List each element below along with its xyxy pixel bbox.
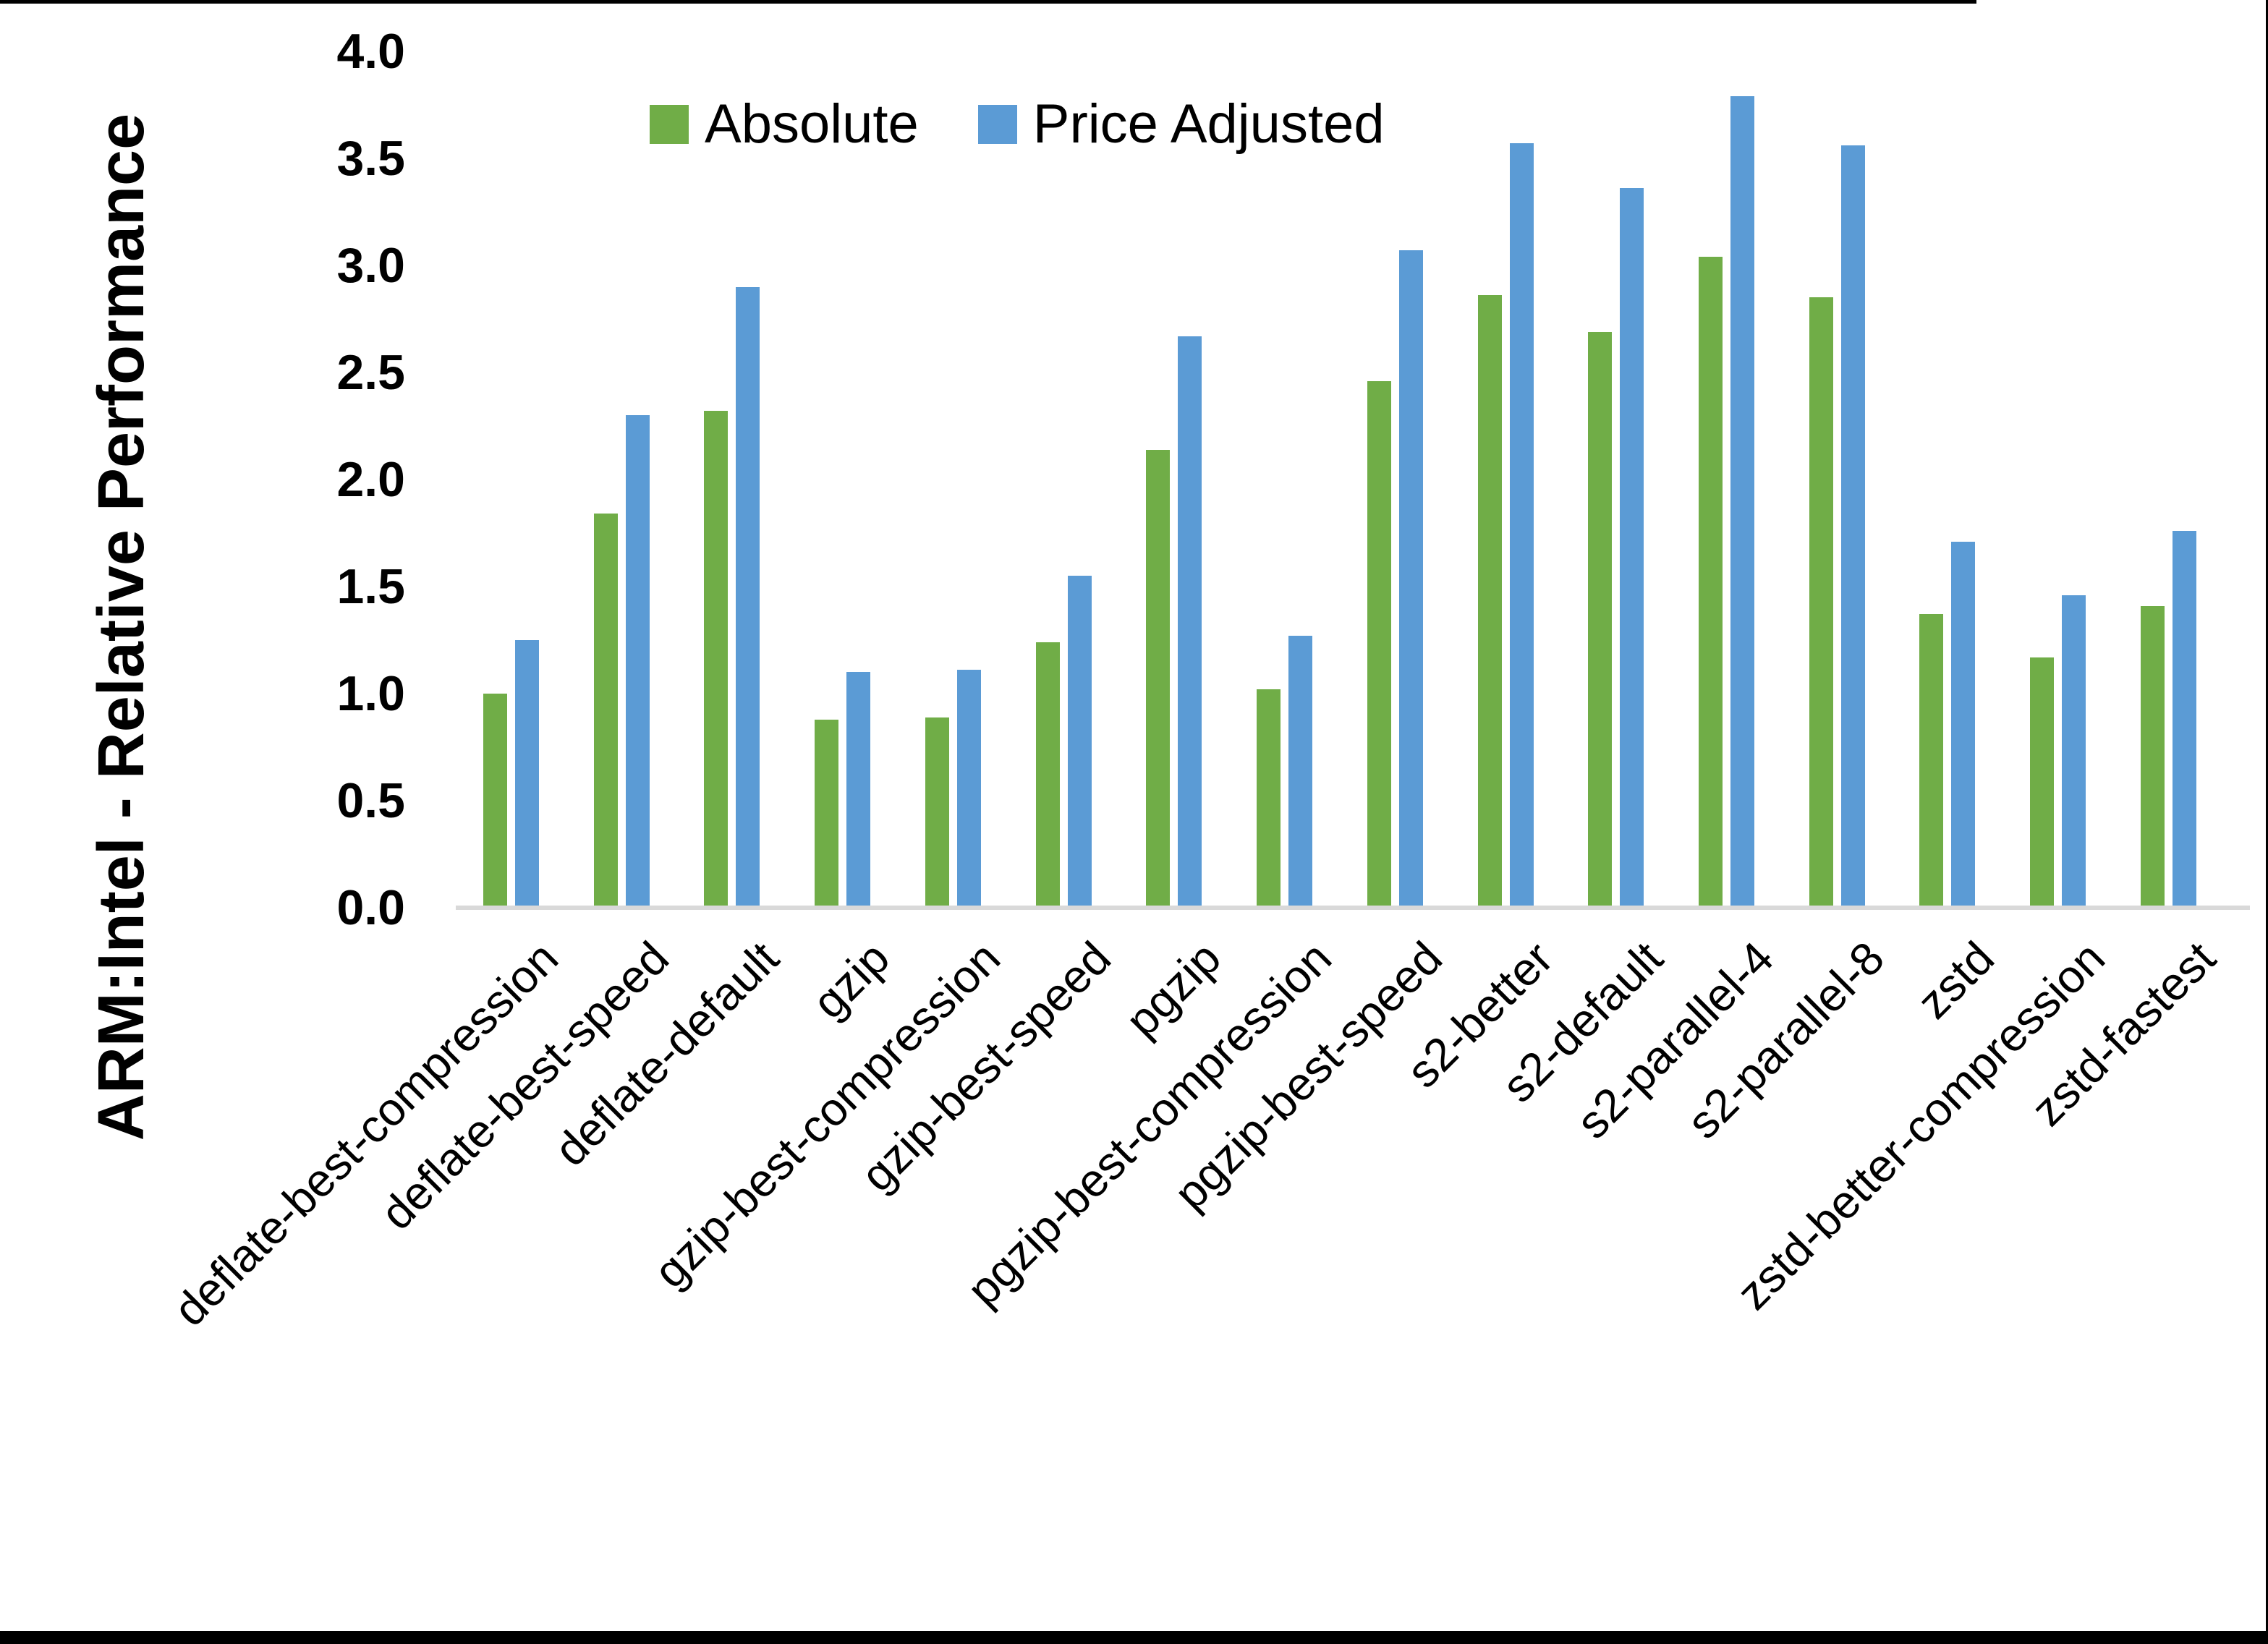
legend-swatch-absolute — [650, 104, 689, 144]
y-axis-title: ARM:Intel - Relative Performance — [85, 113, 158, 1141]
bar-absolute — [1036, 642, 1060, 908]
y-tick-label: 3.5 — [336, 131, 405, 186]
bar-price-adjusted — [1399, 250, 1423, 908]
bar-price-adjusted — [1288, 636, 1312, 908]
bar-absolute — [1367, 381, 1391, 908]
bar-price-adjusted — [1620, 188, 1644, 908]
bar-price-adjusted — [2062, 595, 2086, 908]
bar-absolute — [704, 411, 728, 908]
legend-label-absolute: Absolute — [705, 93, 919, 155]
bar-price-adjusted — [2173, 531, 2196, 908]
legend: Absolute Price Adjusted — [650, 93, 1385, 156]
bar-absolute — [483, 694, 507, 908]
bar-absolute — [1919, 614, 1943, 908]
x-axis-baseline — [456, 906, 2250, 910]
legend-item-price-adjusted: Price Adjusted — [977, 93, 1385, 156]
bar-price-adjusted — [957, 670, 981, 908]
legend-swatch-price-adjusted — [977, 104, 1017, 144]
bar-absolute — [1699, 257, 1723, 908]
bar-price-adjusted — [1951, 542, 1975, 908]
bar-price-adjusted — [1841, 145, 1865, 908]
y-tick-label: 1.5 — [336, 559, 405, 614]
bar-absolute — [1478, 295, 1502, 908]
bar-absolute — [1809, 297, 1833, 908]
y-tick-label: 3.0 — [336, 238, 405, 293]
screenshot-top-border — [0, 0, 1976, 4]
legend-label-price-adjusted: Price Adjusted — [1032, 93, 1385, 155]
bar-absolute — [2030, 657, 2054, 908]
bar-absolute — [1257, 689, 1280, 908]
bar-price-adjusted — [846, 672, 870, 908]
bar-price-adjusted — [1068, 576, 1092, 908]
bar-price-adjusted — [626, 415, 650, 908]
bar-absolute — [1588, 332, 1612, 908]
bar-price-adjusted — [515, 640, 539, 908]
bar-price-adjusted — [736, 287, 760, 908]
y-tick-label: 2.0 — [336, 452, 405, 507]
legend-item-absolute: Absolute — [650, 93, 919, 156]
screenshot-right-border — [2266, 0, 2268, 1644]
y-tick-label: 1.0 — [336, 666, 405, 721]
bar-absolute — [594, 514, 618, 908]
bar-price-adjusted — [1178, 336, 1202, 908]
bar-absolute — [1146, 450, 1170, 908]
y-tick-label: 0.0 — [336, 880, 405, 935]
bar-price-adjusted — [1730, 96, 1754, 908]
y-tick-label: 0.5 — [336, 773, 405, 828]
screenshot-bottom-border — [0, 1631, 2268, 1644]
bar-absolute — [925, 717, 949, 908]
bar-absolute — [815, 720, 838, 908]
y-tick-label: 2.5 — [336, 345, 405, 400]
bar-price-adjusted — [1510, 143, 1534, 908]
y-tick-label: 4.0 — [336, 24, 405, 79]
bar-absolute — [2141, 606, 2165, 908]
